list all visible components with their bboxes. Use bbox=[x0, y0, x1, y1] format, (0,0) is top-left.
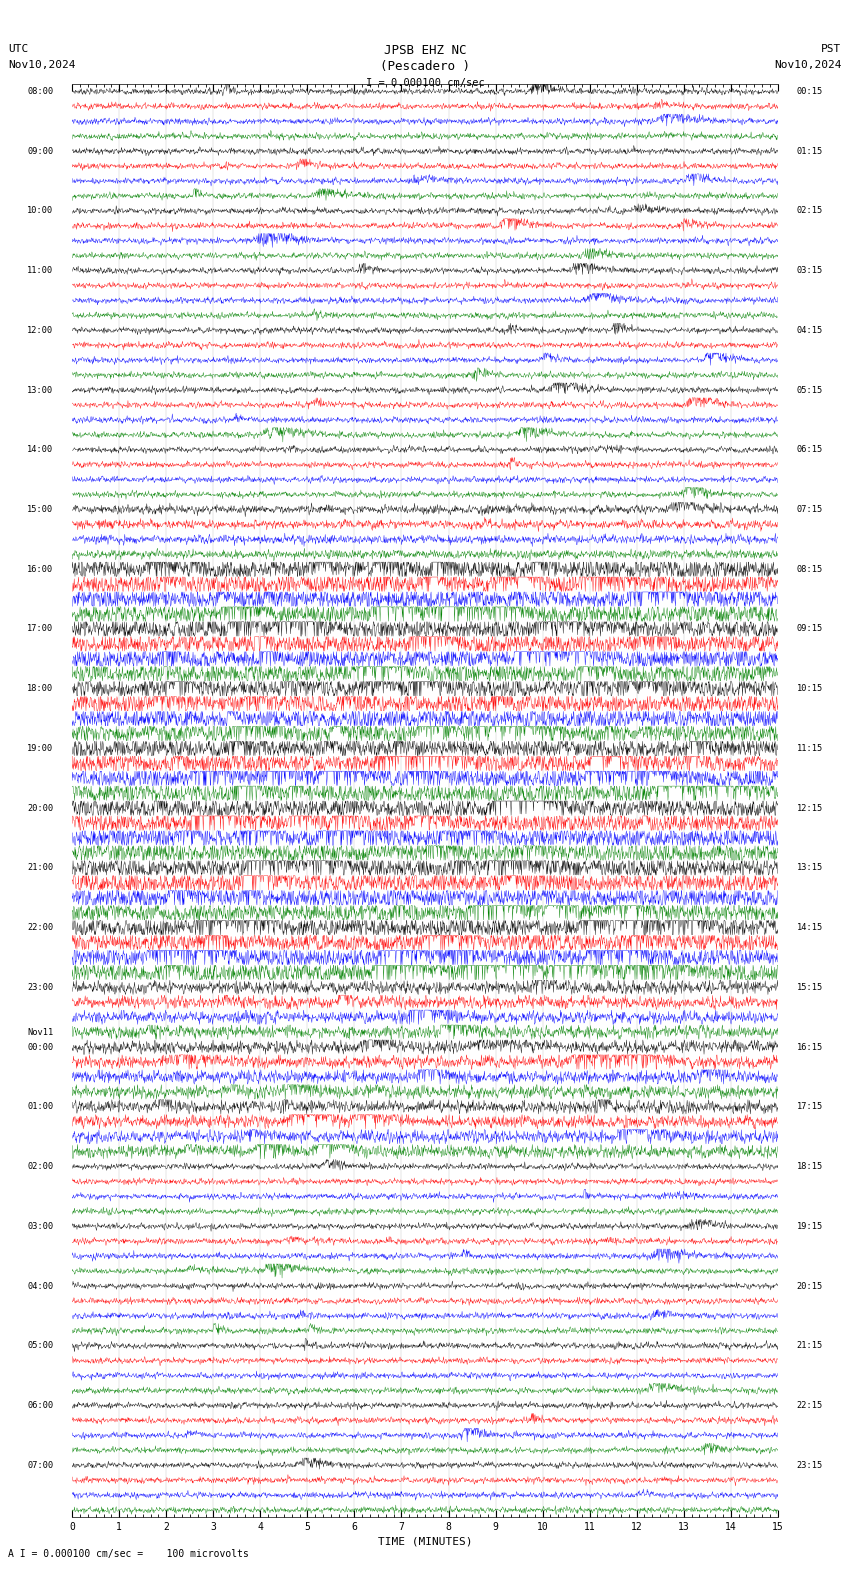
Text: Nov10,2024: Nov10,2024 bbox=[774, 60, 842, 70]
Text: 08:15: 08:15 bbox=[796, 565, 823, 573]
Text: 20:00: 20:00 bbox=[27, 803, 54, 813]
Text: 11:15: 11:15 bbox=[796, 744, 823, 752]
Text: 06:15: 06:15 bbox=[796, 445, 823, 455]
Text: 03:00: 03:00 bbox=[27, 1221, 54, 1231]
Text: 21:15: 21:15 bbox=[796, 1342, 823, 1350]
Text: 17:00: 17:00 bbox=[27, 624, 54, 634]
Text: 03:15: 03:15 bbox=[796, 266, 823, 276]
Text: 14:00: 14:00 bbox=[27, 445, 54, 455]
Text: JPSB EHZ NC: JPSB EHZ NC bbox=[383, 44, 467, 57]
Text: PST: PST bbox=[821, 44, 842, 54]
Text: (Pescadero ): (Pescadero ) bbox=[380, 60, 470, 73]
Text: 07:00: 07:00 bbox=[27, 1460, 54, 1470]
Text: 02:15: 02:15 bbox=[796, 206, 823, 215]
Text: 13:15: 13:15 bbox=[796, 863, 823, 873]
Text: 04:00: 04:00 bbox=[27, 1281, 54, 1291]
Text: 15:00: 15:00 bbox=[27, 505, 54, 515]
Text: 05:15: 05:15 bbox=[796, 385, 823, 394]
Text: 12:15: 12:15 bbox=[796, 803, 823, 813]
Text: 13:00: 13:00 bbox=[27, 385, 54, 394]
Text: 11:00: 11:00 bbox=[27, 266, 54, 276]
Text: 22:15: 22:15 bbox=[796, 1400, 823, 1410]
Text: 10:00: 10:00 bbox=[27, 206, 54, 215]
Text: 15:15: 15:15 bbox=[796, 982, 823, 992]
Text: 23:00: 23:00 bbox=[27, 982, 54, 992]
Text: 00:15: 00:15 bbox=[796, 87, 823, 97]
Text: 00:00: 00:00 bbox=[27, 1042, 54, 1052]
Text: 17:15: 17:15 bbox=[796, 1102, 823, 1112]
Text: Nov10,2024: Nov10,2024 bbox=[8, 60, 76, 70]
Text: 18:00: 18:00 bbox=[27, 684, 54, 694]
Text: 16:00: 16:00 bbox=[27, 565, 54, 573]
Text: 05:00: 05:00 bbox=[27, 1342, 54, 1350]
Text: 09:00: 09:00 bbox=[27, 147, 54, 155]
Text: 10:15: 10:15 bbox=[796, 684, 823, 694]
Text: 09:15: 09:15 bbox=[796, 624, 823, 634]
Text: 18:15: 18:15 bbox=[796, 1163, 823, 1171]
Text: A I = 0.000100 cm/sec =    100 microvolts: A I = 0.000100 cm/sec = 100 microvolts bbox=[8, 1549, 249, 1559]
Text: 06:00: 06:00 bbox=[27, 1400, 54, 1410]
Text: 23:15: 23:15 bbox=[796, 1460, 823, 1470]
Text: 07:15: 07:15 bbox=[796, 505, 823, 515]
Text: 12:00: 12:00 bbox=[27, 326, 54, 334]
X-axis label: TIME (MINUTES): TIME (MINUTES) bbox=[377, 1536, 473, 1546]
Text: 04:15: 04:15 bbox=[796, 326, 823, 334]
Text: 21:00: 21:00 bbox=[27, 863, 54, 873]
Text: 19:15: 19:15 bbox=[796, 1221, 823, 1231]
Text: Nov11: Nov11 bbox=[27, 1028, 54, 1036]
Text: 19:00: 19:00 bbox=[27, 744, 54, 752]
Text: 22:00: 22:00 bbox=[27, 923, 54, 931]
Text: 16:15: 16:15 bbox=[796, 1042, 823, 1052]
Text: I = 0.000100 cm/sec: I = 0.000100 cm/sec bbox=[366, 78, 484, 87]
Text: 02:00: 02:00 bbox=[27, 1163, 54, 1171]
Text: 08:00: 08:00 bbox=[27, 87, 54, 97]
Text: 14:15: 14:15 bbox=[796, 923, 823, 931]
Text: UTC: UTC bbox=[8, 44, 29, 54]
Text: 01:00: 01:00 bbox=[27, 1102, 54, 1112]
Text: 20:15: 20:15 bbox=[796, 1281, 823, 1291]
Text: 01:15: 01:15 bbox=[796, 147, 823, 155]
